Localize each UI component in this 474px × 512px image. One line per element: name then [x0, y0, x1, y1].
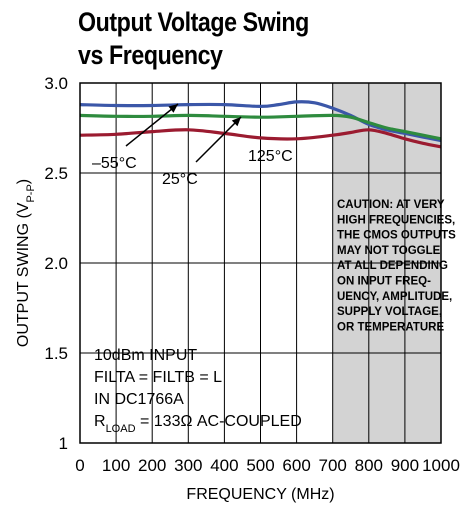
x-tick-label: 200	[138, 456, 166, 475]
series-annotation: –55°C	[92, 155, 137, 172]
caution-note-line: SUPPLY VOLTAGE,	[337, 306, 442, 318]
condition-rest: = 133Ω AC-COUPLED	[136, 413, 302, 430]
series-line-0	[79, 100, 442, 143]
title-line-1: Output Voltage Swing	[78, 7, 309, 37]
x-tick-label: 300	[174, 456, 202, 475]
caution-note-line: HIGH FREQUENCIES,	[337, 214, 455, 226]
series-line-2	[79, 128, 442, 149]
x-tick-label: 500	[246, 456, 274, 475]
annotation-arrowhead	[231, 117, 241, 127]
x-tick-label: 600	[282, 456, 310, 475]
y-tick-label: 2.5	[44, 164, 68, 183]
caution-note-line: MAY NOT TOGGLE	[337, 245, 441, 257]
annotation-arrow	[125, 103, 179, 147]
y-axis-label-sub: P-P	[25, 184, 37, 202]
series-line-1	[79, 113, 442, 141]
caution-note-line: THE CMOS OUTPUTS	[337, 230, 456, 242]
y-axis-label: OUTPUT SWING (VP-P)	[15, 179, 37, 347]
x-tick-label: 900	[391, 456, 419, 475]
series-annotation: 25°C	[162, 171, 198, 188]
series-annotation: 125°C	[248, 148, 293, 165]
condition-line: FILTA = FILTB = L	[94, 369, 222, 386]
x-tick-label: 100	[102, 456, 130, 475]
caution-note-line: CAUTION: AT VERY	[337, 199, 445, 211]
y-tick-label: 3.0	[44, 74, 68, 93]
condition-line: 10dBm INPUT	[94, 347, 197, 364]
x-tick-label: 400	[210, 456, 238, 475]
annotation-arrow	[195, 116, 242, 163]
annotation-arrowhead	[168, 104, 178, 113]
condition-sub: LOAD	[106, 423, 136, 435]
x-tick-label: 1000	[422, 456, 460, 475]
plot-frame	[79, 82, 442, 444]
caution-note-line: AT ALL DEPENDING	[337, 260, 448, 272]
caution-note-line: ON INPUT FREQ-	[337, 276, 431, 288]
condition-line: IN DC1766A	[94, 391, 184, 408]
chart-title: Output Voltage Swing vs Frequency	[78, 6, 309, 72]
caution-note-line: UENCY, AMPLITUDE,	[337, 291, 452, 303]
y-tick-label: 1	[59, 434, 68, 453]
condition-line: RLOAD = 133Ω AC-COUPLED	[94, 413, 302, 435]
x-tick-label: 800	[355, 456, 383, 475]
y-tick-label: 2.0	[44, 254, 68, 273]
x-axis-label: FREQUENCY (MHz)	[186, 486, 334, 503]
y-tick-label: 1.5	[44, 344, 68, 363]
x-tick-label: 700	[319, 456, 347, 475]
caution-note-line: OR TEMPERATURE	[337, 321, 444, 333]
x-tick-label: 0	[75, 456, 84, 475]
title-line-2: vs Frequency	[78, 40, 223, 70]
